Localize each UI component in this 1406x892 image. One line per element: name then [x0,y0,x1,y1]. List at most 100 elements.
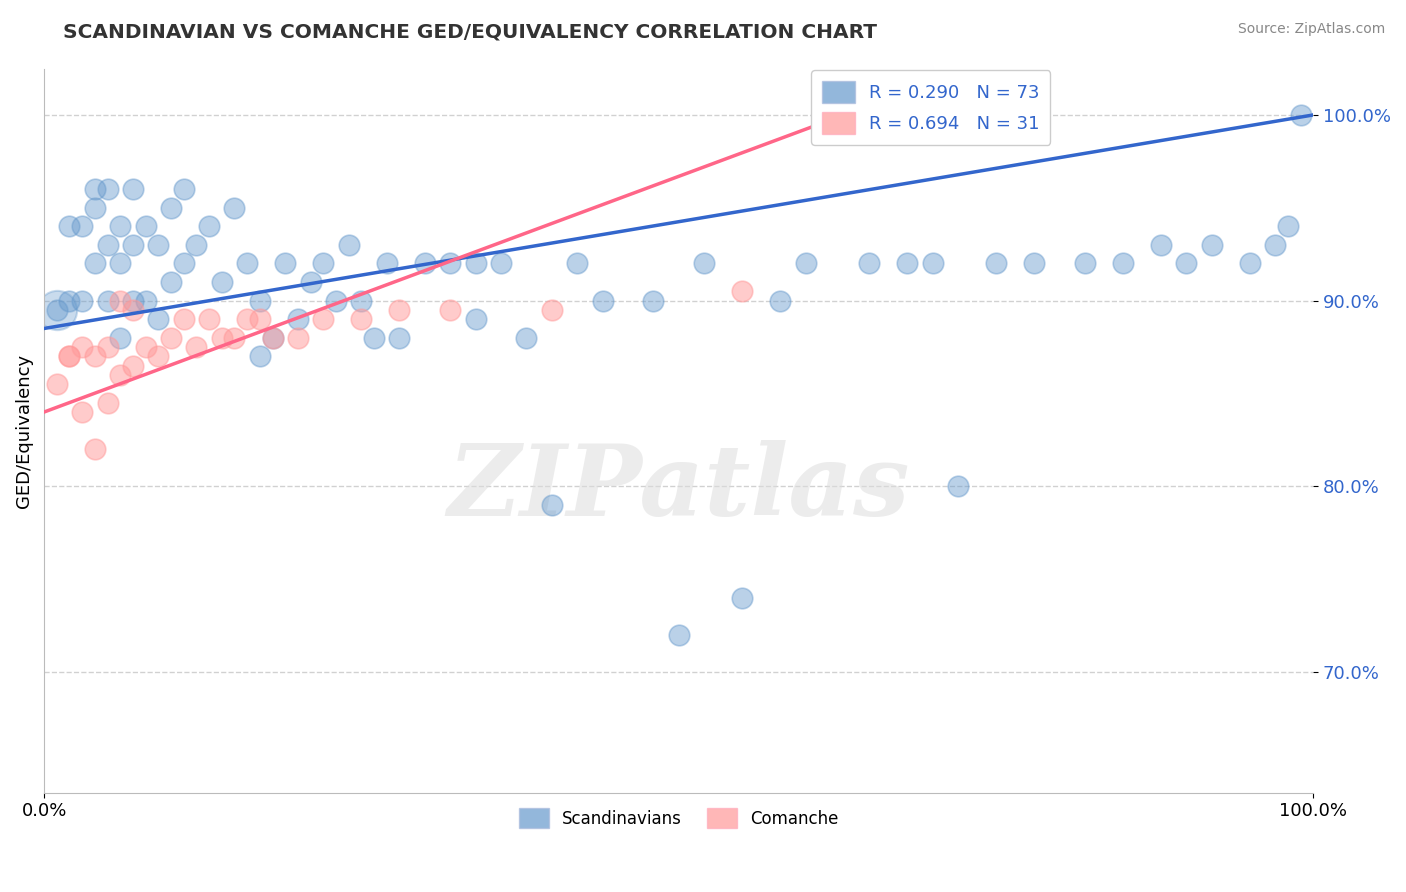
Point [148,349,170,363]
Point [693,256,716,270]
Point [413,256,436,270]
Point [70,340,93,354]
Point [83,442,105,457]
Point [97,293,120,308]
Point [122,238,145,252]
Point [540,498,562,512]
Text: SCANDINAVIAN VS COMANCHE GED/EQUIVALENCY CORRELATION CHART: SCANDINAVIAN VS COMANCHE GED/EQUIVALENCY… [63,22,877,41]
Point [287,312,309,326]
Point [110,331,132,345]
Point [375,256,398,270]
Point [565,256,588,270]
Point [731,591,754,605]
Y-axis label: GED/Equivalency: GED/Equivalency [15,353,32,508]
Point [249,349,271,363]
Point [70,405,93,419]
Point [1175,256,1198,270]
Point [83,201,105,215]
Text: Source: ZipAtlas.com: Source: ZipAtlas.com [1237,22,1385,37]
Point [249,293,271,308]
Point [731,285,754,299]
Point [135,340,157,354]
Point [388,331,411,345]
Point [1201,238,1223,252]
Point [439,302,461,317]
Point [921,256,943,270]
Point [643,293,665,308]
Point [173,182,195,196]
Point [58,349,80,363]
Point [83,349,105,363]
Point [160,275,183,289]
Point [148,312,170,326]
Point [173,256,195,270]
Point [173,312,195,326]
Point [464,256,486,270]
Point [58,293,80,308]
Point [1239,256,1261,270]
Point [110,256,132,270]
Point [1264,238,1286,252]
Point [186,340,208,354]
Point [1150,238,1173,252]
Point [1074,256,1097,270]
Point [224,331,246,345]
Point [122,302,145,317]
Point [350,293,373,308]
Point [489,256,512,270]
Point [337,238,360,252]
Point [946,479,969,493]
Point [97,238,120,252]
Point [211,275,233,289]
Point [312,312,335,326]
Point [211,331,233,345]
Point [45,302,67,317]
Point [122,293,145,308]
Point [83,182,105,196]
Point [540,302,562,317]
Point [236,312,259,326]
Point [97,340,120,354]
Point [668,628,690,642]
Point [896,256,918,270]
Point [97,395,120,409]
Point [236,256,259,270]
Point [1112,256,1135,270]
Point [70,293,93,308]
Point [363,331,385,345]
Point [794,256,817,270]
Point [350,312,373,326]
Point [592,293,614,308]
Point [515,331,537,345]
Point [388,302,411,317]
Point [858,256,880,270]
Point [135,293,157,308]
Text: ZIPatlas: ZIPatlas [447,441,910,537]
Point [274,256,297,270]
Point [110,368,132,382]
Point [984,256,1007,270]
Point [299,275,322,289]
Point [262,331,284,345]
Point [122,359,145,373]
Point [1277,219,1299,234]
Point [135,219,157,234]
Point [83,256,105,270]
Point [148,238,170,252]
Point [439,256,461,270]
Point [160,201,183,215]
Point [122,182,145,196]
Point [325,293,347,308]
Point [1022,256,1045,270]
Point [110,293,132,308]
Point [58,349,80,363]
Point [287,331,309,345]
Point [160,331,183,345]
Point [1289,108,1312,122]
Point [198,219,221,234]
Point [464,312,486,326]
Point [198,312,221,326]
Point [224,201,246,215]
Point [262,331,284,345]
Point [186,238,208,252]
